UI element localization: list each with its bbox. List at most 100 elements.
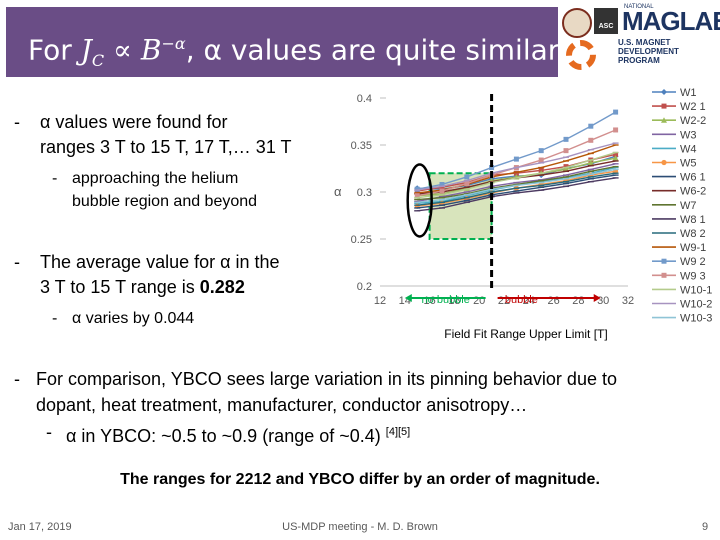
x-tick-label: 20 bbox=[473, 295, 485, 307]
legend-label: W10-1 bbox=[680, 284, 712, 296]
x-tick-label: 32 bbox=[622, 295, 634, 307]
y-tick-label: 0.3 bbox=[357, 187, 372, 199]
y-tick-label: 0.2 bbox=[357, 281, 372, 293]
x-tick-label: 26 bbox=[547, 295, 559, 307]
data-point bbox=[588, 123, 594, 129]
data-point bbox=[464, 181, 470, 187]
bullet-4-line-1: α varies by 0.044 bbox=[72, 310, 195, 327]
data-point bbox=[414, 193, 420, 199]
footer-date: Jan 17, 2019 bbox=[8, 521, 72, 533]
x-axis-label: Field Fit Range Upper Limit [T] bbox=[444, 327, 607, 341]
legend-marker bbox=[661, 272, 667, 278]
bullet-1-line-2: ranges 3 T to 15 T, 17 T,… 31 T bbox=[40, 137, 292, 157]
umdp-logo: U.S. MAGNET DEVELOPMENT PROGRAM bbox=[618, 38, 679, 65]
bubble-arrowhead bbox=[593, 294, 601, 302]
logo-area: ASC NATIONAL MAGLAB U.S. MAGNET DEVELOPM… bbox=[562, 4, 720, 74]
y-axis-label: α bbox=[334, 184, 342, 199]
legend-label: W8 1 bbox=[680, 214, 706, 226]
ybco-alpha-text: α in YBCO: ~0.5 to ~0.9 (range of ~0.4) bbox=[66, 426, 386, 446]
data-point bbox=[613, 127, 619, 133]
x-tick-label: 28 bbox=[572, 295, 584, 307]
title-formula-rest: ∝ B bbox=[104, 33, 162, 67]
legend-label: W7 bbox=[680, 200, 697, 212]
bullet-3-line-2-text: 3 T to 15 T range is bbox=[40, 277, 200, 297]
legend-marker bbox=[661, 258, 667, 264]
x-tick-label: 30 bbox=[597, 295, 609, 307]
data-point bbox=[613, 109, 619, 115]
legend-marker bbox=[661, 103, 667, 109]
legend-marker bbox=[661, 117, 667, 123]
legend-label: W5 bbox=[680, 158, 697, 170]
legend-label: W2-2 bbox=[680, 115, 706, 127]
title-bar: For JC ∝ B−α, α values are quite similar bbox=[6, 7, 559, 77]
title-suffix: , α values are quite similar bbox=[185, 33, 560, 67]
bubble-label: bubble bbox=[505, 294, 538, 306]
title-prefix: For bbox=[28, 33, 81, 67]
title-formula-sub: C bbox=[91, 50, 105, 70]
data-point bbox=[613, 151, 619, 157]
x-tick-label: 12 bbox=[374, 295, 386, 307]
data-point bbox=[513, 156, 519, 162]
data-point bbox=[588, 137, 594, 143]
legend-label: W10-2 bbox=[680, 299, 712, 311]
comparison-marker: - bbox=[14, 369, 20, 389]
footer-page-number: 9 bbox=[702, 521, 709, 533]
asc-logo: ASC bbox=[594, 8, 618, 34]
legend-label: W1 bbox=[680, 87, 697, 99]
comparison-line-1: For comparison, YBCO sees large variatio… bbox=[36, 369, 617, 389]
umdp-line: U.S. MAGNET bbox=[618, 38, 671, 47]
legend-label: W6-2 bbox=[680, 186, 706, 198]
legend-marker bbox=[661, 89, 667, 95]
maglab-national-text: NATIONAL bbox=[624, 4, 654, 10]
no-bubble-label: no bubble bbox=[422, 294, 470, 306]
data-point bbox=[513, 170, 519, 176]
data-point bbox=[414, 186, 420, 192]
asc-text: ASC bbox=[598, 23, 614, 30]
y-tick-label: 0.35 bbox=[351, 140, 372, 152]
data-point bbox=[538, 148, 544, 154]
data-point bbox=[538, 157, 544, 163]
data-point bbox=[439, 188, 445, 194]
no-bubble-arrowhead bbox=[404, 294, 412, 302]
bullet-4-marker: - bbox=[52, 310, 58, 327]
title-formula-j: J bbox=[80, 33, 92, 67]
comparison-sub-marker: - bbox=[46, 422, 52, 442]
umdp-gear-icon bbox=[566, 40, 596, 70]
legend-label: W3 bbox=[680, 129, 697, 141]
title-formula-sup: −α bbox=[161, 34, 186, 53]
data-point bbox=[439, 184, 445, 190]
legend-label: W9 2 bbox=[680, 256, 706, 268]
data-point bbox=[563, 136, 569, 142]
legend-label: W10-3 bbox=[680, 313, 712, 325]
bullet-1-line-1: α values were found for bbox=[40, 112, 228, 132]
average-alpha-value: 0.282 bbox=[199, 277, 245, 297]
legend-label: W9 3 bbox=[680, 270, 706, 282]
legend-label: W6 1 bbox=[680, 172, 706, 184]
alpha-chart: 0.20.250.30.350.412 14 16 18 20 22 24 26 28 30 32n… bbox=[334, 87, 712, 341]
legend-label: W8 2 bbox=[680, 228, 706, 240]
maglab-logo: MAGLAB bbox=[622, 6, 720, 36]
y-tick-label: 0.4 bbox=[357, 93, 372, 105]
university-seal-icon bbox=[562, 8, 592, 38]
slide-title: For JC ∝ B−α, α values are quite similar bbox=[28, 27, 559, 72]
data-point bbox=[612, 155, 619, 161]
comparison-line-2: dopant, heat treatment, manufacturer, co… bbox=[36, 395, 528, 415]
bullet-1-marker: - bbox=[14, 112, 20, 132]
conclusion: The ranges for 2212 and YBCO differ by a… bbox=[120, 471, 600, 488]
bullet-2-line-1: approaching the helium bbox=[72, 170, 239, 187]
comparison-sub-line: α in YBCO: ~0.5 to ~0.9 (range of ~0.4) … bbox=[66, 420, 410, 448]
data-point bbox=[464, 174, 470, 180]
legend-marker bbox=[661, 159, 667, 166]
bullet-2-marker: - bbox=[52, 170, 58, 187]
footer-center: US-MDP meeting - M. D. Brown bbox=[282, 521, 438, 533]
legend-label: W2 1 bbox=[680, 101, 706, 113]
umdp-line: DEVELOPMENT bbox=[618, 47, 679, 56]
highlight-ellipse bbox=[406, 163, 433, 238]
bullet-3-marker: - bbox=[14, 252, 20, 272]
bullet-3-line-1: The average value for α in the bbox=[40, 252, 280, 272]
umdp-line: PROGRAM bbox=[618, 56, 660, 65]
data-point bbox=[587, 159, 594, 166]
legend-label: W9-1 bbox=[680, 242, 706, 254]
references: [4][5] bbox=[385, 426, 411, 438]
data-point bbox=[563, 148, 569, 154]
